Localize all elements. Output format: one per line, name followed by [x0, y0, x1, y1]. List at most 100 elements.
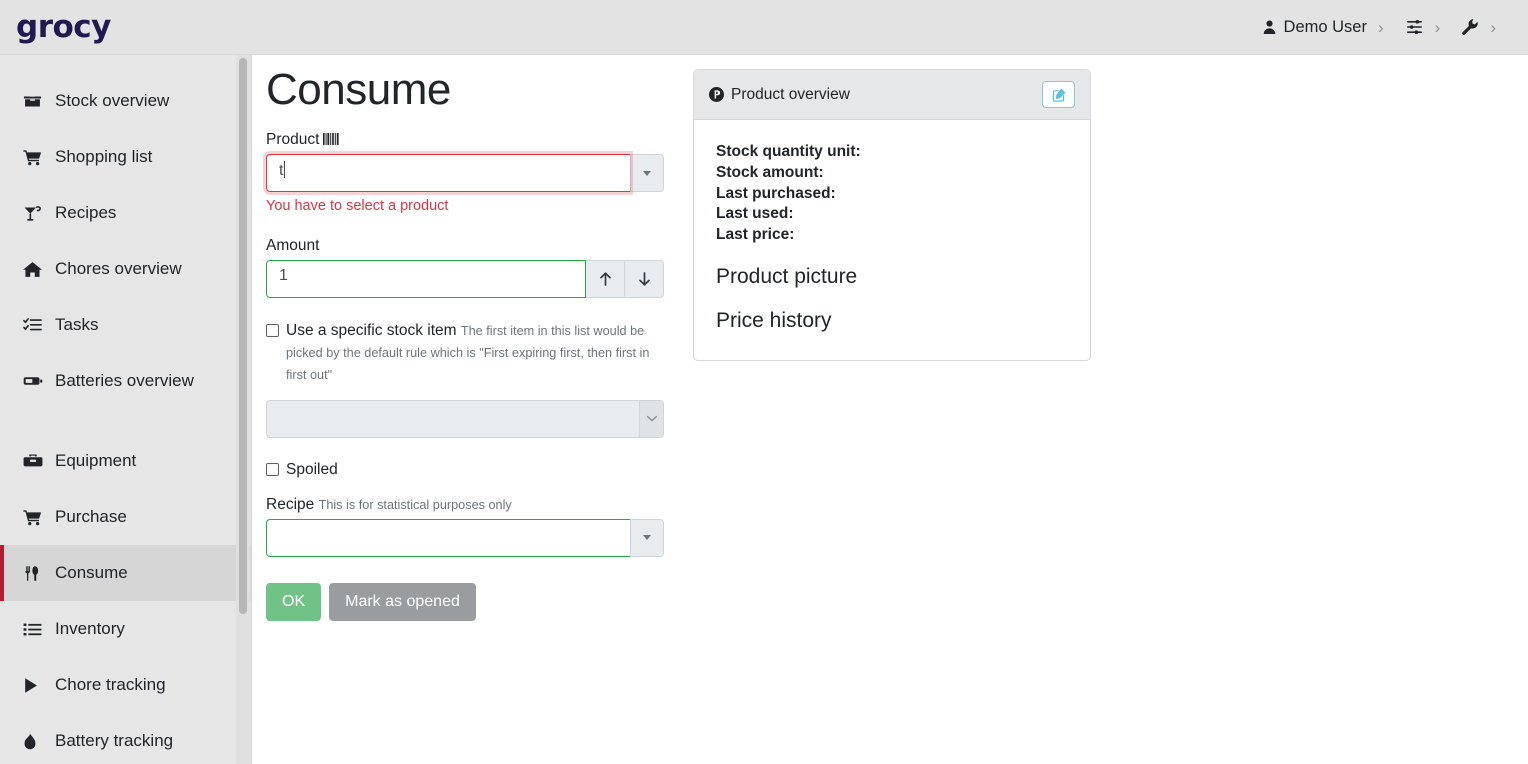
specific-stock-help: The first item in this list would be pic…: [286, 323, 650, 382]
sidebar-item-purchase[interactable]: Purchase: [0, 489, 251, 545]
sidebar-item-shopping-list[interactable]: Shopping list: [0, 129, 251, 185]
price-history-heading: Price history: [716, 309, 832, 333]
top-navbar: grocy Demo User ›: [0, 0, 1528, 55]
recipe-dropdown-button[interactable]: [630, 518, 664, 557]
flame-icon: [23, 733, 49, 750]
arrow-up-icon: [598, 271, 613, 287]
sidebar-item-battery-tracking[interactable]: Battery tracking: [0, 713, 251, 764]
settings-menu-chevron-icon[interactable]: ›: [1434, 17, 1441, 37]
edit-product-button[interactable]: [1042, 81, 1075, 108]
recipe-help: This is for statistical purposes only: [318, 497, 512, 512]
app-logo[interactable]: grocy: [16, 8, 111, 45]
spoiled-checkbox-row[interactable]: Spoiled: [266, 459, 664, 481]
sidebar-item-label: Purchase: [55, 507, 127, 526]
amount-increment-button[interactable]: [586, 259, 625, 298]
chevron-down-icon: [639, 400, 663, 437]
text-cursor: [284, 161, 286, 179]
product-label-text: Product: [266, 131, 320, 148]
amount-input-group: 1: [266, 259, 664, 298]
page-title: Consume: [266, 65, 451, 114]
battery-icon: [23, 374, 49, 388]
specific-stock-checkbox-row[interactable]: Use a specific stock item The first item…: [266, 320, 664, 386]
sidebar-item-label: Battery tracking: [55, 731, 174, 750]
product-dropdown-button[interactable]: [630, 154, 664, 193]
user-menu-label: Demo User: [1283, 17, 1367, 36]
product-input-value: t: [279, 162, 284, 180]
product-label: Product: [266, 130, 664, 150]
sidebar-item-label: Tasks: [55, 315, 99, 334]
sidebar-item-tasks[interactable]: Tasks: [0, 297, 251, 353]
product-picture-heading: Product picture: [716, 264, 858, 288]
play-icon: [23, 677, 49, 694]
sidebar-item-label: Equipment: [55, 451, 137, 470]
product-overview-card-header: Product overview: [694, 70, 1090, 120]
sidebar-item-chores-overview[interactable]: Chores overview: [0, 241, 251, 297]
amount-label: Amount: [266, 236, 320, 254]
list-icon: [23, 622, 49, 637]
specific-stock-checkbox[interactable]: [266, 323, 279, 337]
specific-stock-text: Use a specific stock item The first item…: [286, 320, 664, 386]
settings-menu-group: ›: [1398, 15, 1455, 39]
sidebar-item-label: Shopping list: [55, 147, 153, 166]
tools-menu-chevron-icon[interactable]: ›: [1490, 17, 1496, 37]
last-used-label: Last used:: [716, 205, 794, 223]
user-menu-button[interactable]: Demo User: [1255, 15, 1374, 40]
form-buttons: OK Mark as opened: [266, 582, 664, 622]
sidebar-item-label: Batteries overview: [55, 371, 194, 390]
product-overview-column: Product overview Stock quantity unit: St…: [693, 69, 1091, 362]
sidebar-item-inventory[interactable]: Inventory: [0, 601, 251, 657]
last-price-label: Last price:: [716, 226, 795, 244]
user-icon: [1262, 19, 1277, 35]
spoiled-text: Spoiled: [286, 459, 338, 481]
user-menu-chevron-icon[interactable]: ›: [1377, 17, 1384, 37]
caret-down-icon: [643, 535, 651, 541]
product-error-message: You have to select a product: [266, 198, 449, 215]
product-input-group: t: [266, 154, 664, 193]
sidebar-divider-spacer: [0, 409, 251, 433]
sidebar-scrollbar[interactable]: [236, 55, 250, 764]
toolbox-icon: [23, 453, 49, 469]
amount-input[interactable]: 1: [266, 259, 586, 298]
product-overview-title: Product overview: [731, 85, 850, 103]
topbar-right-group: Demo User › ›: [1255, 15, 1510, 40]
recipe-input-group: [266, 518, 664, 557]
pencil-square-icon: [1052, 88, 1066, 102]
settings-menu-button[interactable]: [1398, 15, 1431, 39]
product-overview-title-group: Product overview: [709, 86, 850, 104]
sidebar-item-stock-overview[interactable]: Stock overview: [0, 73, 251, 129]
last-purchased-label: Last purchased:: [716, 184, 836, 202]
tools-menu-button[interactable]: [1454, 15, 1486, 39]
main-content: Consume Product t You have to select a p…: [253, 55, 1528, 764]
spoiled-checkbox[interactable]: [266, 462, 279, 476]
cart-icon: [23, 149, 49, 166]
home-icon: [23, 261, 49, 278]
consume-form: Product t You have to select a product A…: [266, 130, 664, 622]
sidebar-item-label: Consume: [55, 563, 128, 582]
mark-as-opened-button[interactable]: Mark as opened: [329, 582, 476, 622]
sidebar: Stock overview Shopping list Recipes: [0, 55, 252, 764]
caret-down-icon: [643, 170, 651, 176]
sidebar-scrollbar-thumb[interactable]: [239, 58, 247, 614]
cart-icon: [23, 509, 49, 526]
arrow-down-icon: [637, 271, 652, 287]
sidebar-item-label: Recipes: [55, 203, 117, 222]
sidebar-item-label: Stock overview: [55, 91, 170, 110]
recipe-input[interactable]: [266, 518, 630, 557]
sidebar-item-consume[interactable]: Consume: [0, 545, 251, 601]
sidebar-item-recipes[interactable]: Recipes: [0, 185, 251, 241]
sidebar-item-chore-tracking[interactable]: Chore tracking: [0, 657, 251, 713]
sidebar-item-equipment[interactable]: Equipment: [0, 433, 251, 489]
amount-decrement-button[interactable]: [625, 259, 664, 298]
sidebar-item-batteries-overview[interactable]: Batteries overview: [0, 353, 251, 409]
sidebar-item-label: Inventory: [55, 619, 125, 638]
specific-stock-select[interactable]: [266, 399, 664, 438]
stock-amount-label: Stock amount:: [716, 163, 824, 181]
product-overview-card-body: Stock quantity unit: Stock amount: Last …: [694, 120, 1090, 360]
sidebar-item-label: Chore tracking: [55, 675, 166, 694]
barcode-icon[interactable]: [323, 133, 340, 145]
tasks-icon: [23, 317, 49, 333]
recipe-label-text: Recipe: [266, 495, 315, 513]
ok-button[interactable]: OK: [266, 582, 322, 622]
product-input[interactable]: t: [266, 154, 630, 193]
product-hunt-icon: [709, 87, 724, 102]
